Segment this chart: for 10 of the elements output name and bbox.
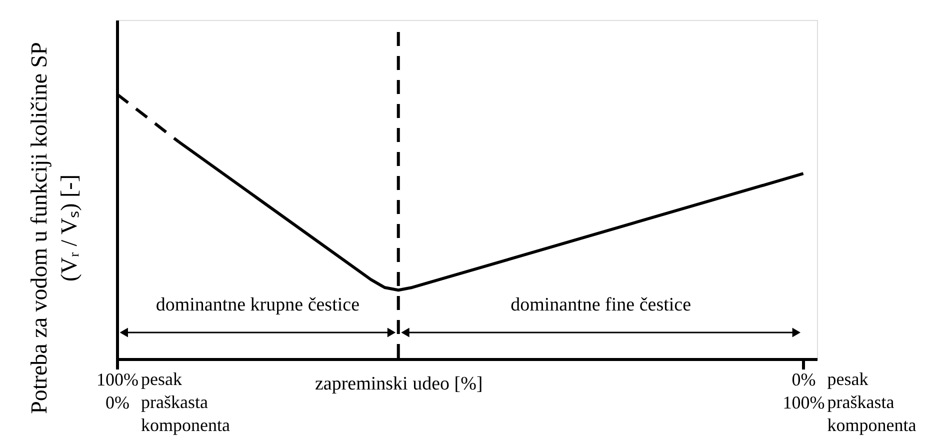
x-axis-title: zapreminski udeo [%] (314, 374, 483, 394)
text: pesak (141, 369, 182, 389)
y-axis-title: Potreba za vodom u funkciji količine SP (Vᵣ / Vₛ) [-] (26, 42, 82, 414)
text: praškasta komponenta (827, 392, 916, 435)
text: praškasta komponenta (141, 392, 230, 435)
x2-tick-label: 0% (106, 392, 130, 412)
text: pesak (827, 369, 868, 389)
series-label: dominantne krupne čestice (156, 294, 360, 316)
series-label: dominantne fine čestice (510, 294, 692, 316)
x2-tick-label: 100% (782, 392, 825, 412)
